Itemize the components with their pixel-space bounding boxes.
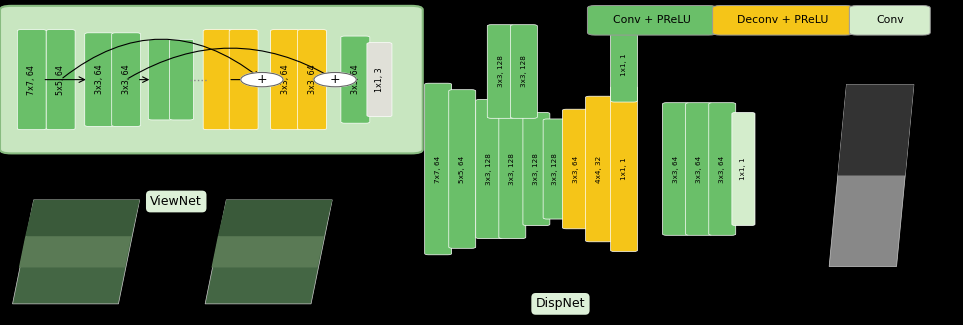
Polygon shape [13,200,140,304]
Text: Conv: Conv [876,15,903,25]
FancyBboxPatch shape [587,6,716,35]
FancyBboxPatch shape [510,25,537,118]
FancyBboxPatch shape [0,6,423,153]
FancyBboxPatch shape [229,30,258,130]
Text: 3x3, 64: 3x3, 64 [351,65,360,95]
Polygon shape [205,200,332,304]
FancyBboxPatch shape [148,39,172,120]
FancyBboxPatch shape [271,30,299,130]
FancyBboxPatch shape [611,28,638,102]
Text: 3x3, 128: 3x3, 128 [521,56,527,87]
FancyBboxPatch shape [298,30,326,130]
Text: 3x3, 64: 3x3, 64 [719,155,725,183]
FancyBboxPatch shape [709,103,736,235]
Text: 3x3, 128: 3x3, 128 [486,153,492,185]
Text: 1x1, 1: 1x1, 1 [621,54,627,76]
FancyBboxPatch shape [17,30,46,130]
FancyBboxPatch shape [732,112,755,226]
Text: 3x3, 64: 3x3, 64 [573,155,579,183]
Text: 3x3, 128: 3x3, 128 [552,153,558,185]
Polygon shape [25,200,140,236]
FancyBboxPatch shape [611,86,638,252]
Text: 4x4, 32: 4x4, 32 [596,155,602,183]
Text: ViewNet: ViewNet [150,195,202,208]
Text: 3x3, 128: 3x3, 128 [498,56,504,87]
FancyBboxPatch shape [686,103,713,235]
FancyBboxPatch shape [112,33,141,126]
Polygon shape [829,84,914,266]
Text: 3x3, 128: 3x3, 128 [534,153,539,185]
FancyBboxPatch shape [586,96,612,242]
Text: +: + [256,73,268,86]
FancyBboxPatch shape [203,30,232,130]
Text: 3x3, 64: 3x3, 64 [673,155,679,183]
FancyBboxPatch shape [663,103,690,235]
Text: 1x1, 3: 1x1, 3 [375,67,384,92]
Circle shape [241,72,283,87]
FancyBboxPatch shape [85,33,114,126]
FancyBboxPatch shape [849,6,930,35]
Polygon shape [212,236,324,267]
Text: +: + [329,73,341,86]
Text: DispNet: DispNet [535,297,586,310]
Circle shape [314,72,356,87]
Text: 3x3, 64: 3x3, 64 [696,155,702,183]
Text: Conv + PReLU: Conv + PReLU [613,15,690,25]
Text: 5x5, 64: 5x5, 64 [459,155,465,183]
Text: 3x3, 64: 3x3, 64 [94,65,104,95]
FancyBboxPatch shape [169,39,194,120]
FancyBboxPatch shape [713,6,853,35]
FancyBboxPatch shape [341,36,370,123]
Polygon shape [19,236,131,267]
Text: 3x3, 64: 3x3, 64 [307,65,317,95]
Polygon shape [838,84,914,176]
FancyBboxPatch shape [425,83,452,255]
FancyBboxPatch shape [487,25,514,118]
FancyBboxPatch shape [449,90,476,248]
FancyBboxPatch shape [46,30,75,130]
FancyBboxPatch shape [562,109,589,229]
Text: 3x3, 128: 3x3, 128 [509,153,515,185]
FancyBboxPatch shape [499,99,526,239]
FancyBboxPatch shape [367,43,392,117]
Text: 1x1, 1: 1x1, 1 [621,158,627,180]
FancyBboxPatch shape [523,112,550,226]
Text: Deconv + PReLU: Deconv + PReLU [738,15,828,25]
Text: 1x1, 1: 1x1, 1 [741,158,746,180]
FancyBboxPatch shape [476,99,503,239]
Text: 3x3, 64: 3x3, 64 [121,65,131,95]
Text: 7x7, 64: 7x7, 64 [435,155,441,183]
Text: 5x5, 64: 5x5, 64 [56,65,65,95]
FancyBboxPatch shape [543,119,566,219]
Text: 7x7, 64: 7x7, 64 [27,65,37,95]
Polygon shape [218,200,332,236]
Text: 3x3, 64: 3x3, 64 [280,65,290,95]
